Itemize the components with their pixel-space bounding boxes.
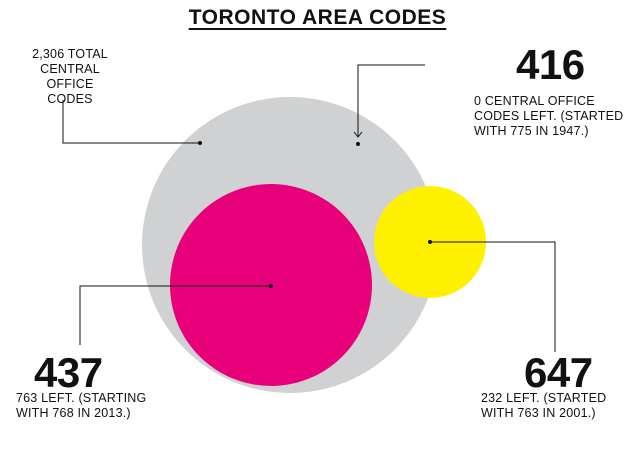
total-leader-dot — [198, 141, 202, 145]
total-leader-line — [62, 100, 200, 144]
area-416-leader-arrow — [353, 131, 363, 138]
area-437-leader-dot — [269, 284, 273, 288]
area-647-leader-dot — [428, 240, 432, 244]
area-416-line: WITH 775 IN 1947.) — [474, 124, 589, 138]
area-416-line: 0 CENTRAL OFFICE — [474, 94, 595, 108]
area-647-line: WITH 763 IN 2001.) — [481, 406, 596, 420]
area-647-note: 232 LEFT. (STARTED WITH 763 IN 2001.) — [481, 391, 606, 421]
total-line: CENTRAL — [40, 62, 100, 76]
area-416-leader-dot — [356, 142, 360, 146]
area-416-line: CODES LEFT. (STARTED — [474, 109, 624, 123]
area-437-note: 763 LEFT. (STARTING WITH 768 IN 2013.) — [16, 391, 146, 421]
area-416-leader-line — [357, 64, 425, 136]
area-647-line: 232 LEFT. (STARTED — [481, 391, 607, 405]
total-line: OFFICE CODES — [46, 77, 94, 106]
area-437-line: WITH 768 IN 2013.) — [16, 406, 131, 420]
area-437-code: 437 — [34, 349, 103, 396]
area-416-code: 416 — [516, 41, 585, 88]
area-647-code: 647 — [524, 349, 593, 396]
area-416-note: 0 CENTRAL OFFICE CODES LEFT. (STARTED WI… — [474, 94, 623, 139]
page-title: TORONTO AREA CODES — [188, 6, 447, 29]
total-codes-note: 2,306 TOTAL CENTRAL OFFICE CODES — [25, 47, 115, 107]
total-line: 2,306 TOTAL — [32, 47, 108, 61]
area-437-line: 763 LEFT. (STARTING — [16, 391, 147, 405]
area-647-leader-line — [430, 241, 556, 352]
area-437-leader-line — [79, 285, 271, 345]
